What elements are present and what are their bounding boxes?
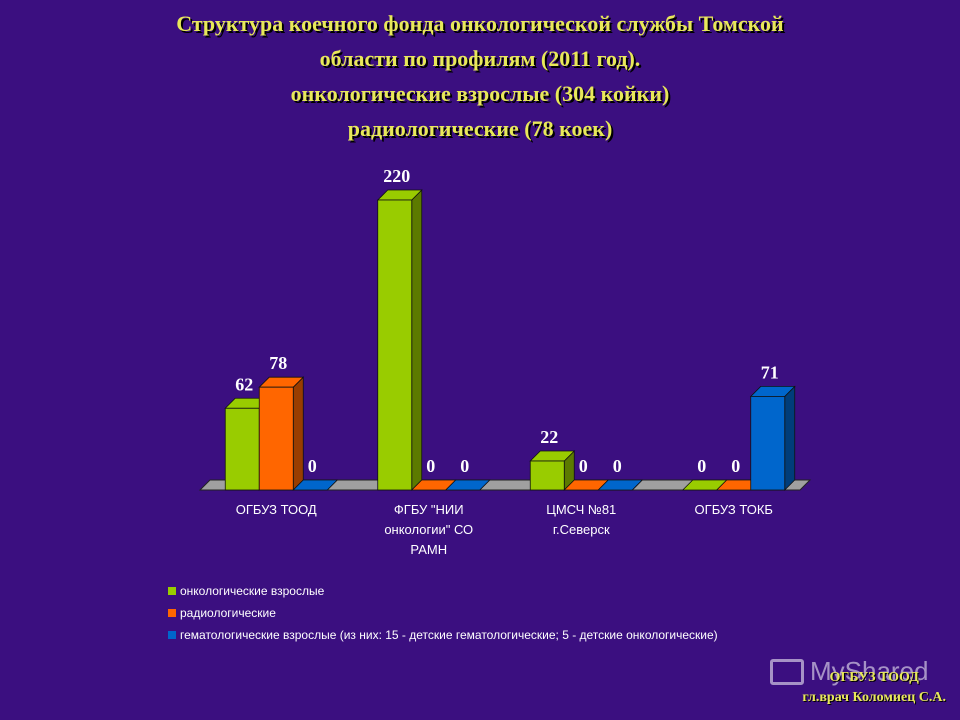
footer-author: гл.врач Коломиец С.А. bbox=[802, 690, 946, 705]
title-line-4: радиологические (78 коек) bbox=[347, 116, 613, 141]
chart-title: Структура коечного фонда онкологической … bbox=[0, 6, 960, 146]
bar-top bbox=[597, 479, 644, 491]
legend-item-oncology-adult: онкологические взрослые bbox=[168, 580, 718, 602]
bar-top bbox=[444, 479, 491, 491]
category-label-line: ФГБУ "НИИ bbox=[394, 502, 464, 517]
bar-2-0 bbox=[529, 450, 576, 491]
bar-value-label: 0 bbox=[308, 456, 317, 476]
category-label: ФГБУ "НИИ онкологии" СО РАМН bbox=[384, 502, 473, 557]
bar-top bbox=[292, 479, 339, 491]
bar-value-label: 220 bbox=[383, 166, 410, 186]
bar-value-label: 22 bbox=[540, 427, 558, 447]
footer-org: ОГБУЗ ТООД bbox=[829, 670, 919, 685]
category-label: ОГБУЗ ТОКБ bbox=[695, 502, 773, 517]
legend-swatch-hematology-adult bbox=[168, 631, 176, 639]
watermark-text: MyShared bbox=[810, 656, 929, 686]
bar-front bbox=[529, 460, 565, 491]
bar-front bbox=[258, 386, 294, 491]
legend-item-hematology-adult: гематологические взрослые (из них: 15 - … bbox=[168, 624, 718, 646]
watermark: MyShared bbox=[770, 656, 929, 687]
category-label-line: ЦМСЧ №81 bbox=[546, 502, 616, 517]
chart-legend: онкологические взрослые радиологические … bbox=[168, 580, 718, 646]
legend-label-hematology-adult: гематологические взрослые (из них: 15 - … bbox=[180, 628, 718, 642]
bar-value-label: 71 bbox=[761, 362, 779, 382]
title-line-1: Структура коечного фонда онкологической … bbox=[176, 11, 784, 36]
presentation-icon bbox=[770, 658, 804, 685]
category-label-line: ОГБУЗ ТООД bbox=[236, 502, 317, 517]
category-label-line: г.Северск bbox=[553, 522, 610, 537]
bar-1-2 bbox=[444, 479, 491, 491]
bar-value-label: 0 bbox=[460, 456, 469, 476]
legend-item-radiology: радиологические bbox=[168, 602, 718, 624]
bar-front bbox=[224, 407, 260, 491]
bar-2-2 bbox=[597, 479, 644, 491]
bar-side bbox=[784, 385, 796, 491]
category-label-line: ОГБУЗ ТОКБ bbox=[695, 502, 773, 517]
legend-swatch-oncology-adult bbox=[168, 587, 176, 595]
title-line-2: области по профилям (2011 год). bbox=[319, 46, 641, 71]
bar-value-label: 0 bbox=[426, 456, 435, 476]
legend-label-oncology-adult: онкологические взрослые bbox=[180, 584, 325, 598]
bar-1-0 bbox=[376, 189, 423, 491]
bar-front bbox=[377, 199, 413, 491]
bar-side bbox=[411, 189, 423, 491]
title-line-3: онкологические взрослые (304 койки) bbox=[290, 81, 670, 106]
category-label-line: онкологии" СО bbox=[384, 522, 473, 537]
category-label: ЦМСЧ №81 г.Северск bbox=[546, 502, 616, 537]
bar-side bbox=[292, 376, 304, 491]
bar-value-label: 0 bbox=[579, 456, 588, 476]
category-label-line: РАМН bbox=[410, 542, 447, 557]
bar-front bbox=[750, 396, 786, 491]
category-label: ОГБУЗ ТООД bbox=[236, 502, 317, 517]
legend-swatch-radiology bbox=[168, 609, 176, 617]
bar-value-label: 0 bbox=[697, 456, 706, 476]
bar-0-2 bbox=[292, 479, 339, 491]
legend-label-radiology: радиологические bbox=[180, 606, 276, 620]
bar-0-1 bbox=[258, 376, 305, 491]
footer: ОГБУЗ ТООД гл.врач Коломиец С.А. bbox=[802, 668, 946, 708]
bar-value-label: 78 bbox=[269, 353, 287, 373]
bar-value-label: 62 bbox=[235, 374, 253, 394]
bar-value-label: 0 bbox=[613, 456, 622, 476]
bar-value-label: 0 bbox=[731, 456, 740, 476]
bar-3-2 bbox=[749, 385, 796, 491]
